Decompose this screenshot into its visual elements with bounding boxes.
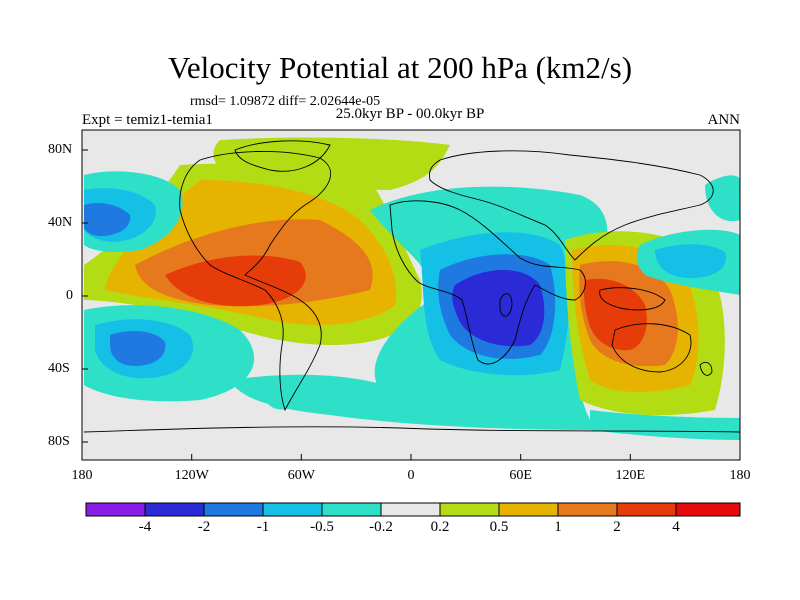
y-tick-label: 0: [66, 288, 73, 303]
colorbar-label: -2: [197, 519, 211, 535]
period-text: 25.0kyr BP - 00.0kyr BP: [335, 106, 485, 122]
y-tick-label: 80S: [48, 434, 70, 449]
colorbar-label: 0.5: [489, 519, 509, 535]
x-tick-label: 120W: [174, 468, 209, 483]
colorbar-label: -0.5: [310, 519, 334, 535]
y-tick-label: 40N: [48, 215, 73, 230]
x-tick-label: 180: [729, 468, 751, 483]
x-tick-label: 60W: [287, 468, 315, 483]
contour-field: [82, 130, 740, 460]
colorbar-label: 1: [554, 519, 562, 535]
y-tick-label: 40S: [48, 361, 70, 376]
coastlines: [83, 140, 740, 433]
season-label: ANN: [707, 112, 741, 128]
x-tick-label: 0: [407, 468, 415, 483]
colorbar-label: 4: [672, 519, 680, 535]
colorbar-label: 0.2: [430, 519, 450, 535]
colorbar-label: 2: [613, 519, 621, 535]
axis-ticks: [81, 149, 741, 460]
x-tick-label: 120E: [615, 468, 646, 483]
x-tick-label: 180: [71, 468, 93, 483]
y-tick-label: 80N: [48, 142, 73, 157]
colorbar-label: -1: [256, 519, 270, 535]
colorbar: [85, 502, 741, 517]
stats-text: rmsd= 1.09872 diff= 2.02644e-05: [190, 94, 381, 109]
colorbar-label: -4: [138, 519, 152, 535]
x-tick-label: 60E: [509, 468, 532, 483]
experiment-label: Expt = temiz1-temia1: [82, 112, 213, 128]
plot-title: Velocity Potential at 200 hPa (km2/s): [167, 50, 633, 85]
colorbar-label: -0.2: [369, 519, 393, 535]
